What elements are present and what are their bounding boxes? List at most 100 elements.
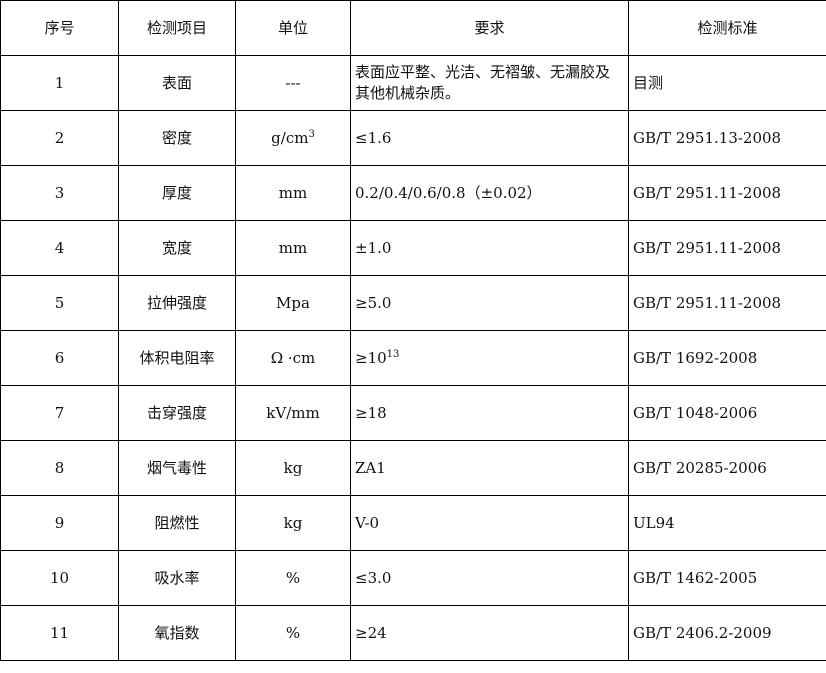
cell-no-text: 11 [49, 623, 70, 642]
cell-unit-text: mm [278, 238, 308, 257]
cell-unit-text: mm [278, 183, 308, 202]
cell-requirement: ≥1013 [350, 330, 629, 386]
cell-requirement-superscript: 13 [386, 348, 400, 360]
table-row: 7 击穿强度 kV/mm ≥18 GB/T 1048-2006 [0, 385, 826, 441]
cell-item: 拉伸强度 [118, 275, 236, 331]
cell-requirement-text: ≤3.0 [355, 568, 392, 587]
cell-item: 宽度 [118, 220, 236, 276]
cell-unit: mm [235, 220, 351, 276]
header-no: 序号 [0, 0, 119, 56]
cell-unit: g/cm3 [235, 110, 351, 166]
cell-unit: % [235, 550, 351, 606]
cell-standard: GB/T 2951.11-2008 [628, 275, 826, 331]
cell-requirement: ≤1.6 [350, 110, 629, 166]
cell-no: 10 [0, 550, 119, 606]
cell-requirement-text: ≥18 [355, 403, 387, 422]
cell-item: 击穿强度 [118, 385, 236, 441]
cell-standard-text: 目测 [633, 73, 664, 92]
cell-no: 11 [0, 605, 119, 661]
cell-standard: GB/T 1048-2006 [628, 385, 826, 441]
cell-requirement-text: ≥10 [355, 348, 387, 367]
cell-requirement-text: 0.2/0.4/0.6/0.8（±0.02） [355, 183, 542, 202]
cell-no: 7 [0, 385, 119, 441]
cell-standard: GB/T 2406.2-2009 [628, 605, 826, 661]
table-row: 11 氧指数% ≥24 GB/T 2406.2-2009 [0, 605, 826, 661]
header-unit: 单位 [235, 0, 351, 56]
header-item: 检测项目 [118, 0, 236, 56]
cell-standard: GB/T 20285-2006 [628, 440, 826, 496]
cell-item-text: 厚度 [161, 183, 192, 202]
cell-standard: GB/T 2951.13-2008 [628, 110, 826, 166]
cell-unit-text: --- [285, 73, 301, 92]
cell-requirement-text: ≥24 [355, 623, 387, 642]
cell-requirement-text: V-0 [355, 513, 380, 532]
cell-standard: GB/T 2951.11-2008 [628, 165, 826, 221]
cell-standard-text: GB/T 2951.13-2008 [633, 128, 782, 147]
cell-no-text: 2 [54, 128, 65, 147]
cell-requirement: ±1.0 [350, 220, 629, 276]
cell-item-text: 宽度 [161, 238, 192, 257]
cell-requirement-text: ≤1.6 [355, 128, 392, 147]
cell-standard: GB/T 1692-2008 [628, 330, 826, 386]
cell-unit: --- [235, 55, 351, 111]
cell-item-text: 阻燃性 [154, 513, 200, 532]
cell-item-text: 体积电阻率 [139, 348, 215, 367]
cell-item: 吸水率 [118, 550, 236, 606]
cell-standard-text: GB/T 1048-2006 [633, 403, 758, 422]
cell-no: 8 [0, 440, 119, 496]
cell-item: 烟气毒性 [118, 440, 236, 496]
cell-requirement: ≤3.0 [350, 550, 629, 606]
cell-requirement: ≥18 [350, 385, 629, 441]
cell-requirement: ZA1 [350, 440, 629, 496]
cell-standard-text: GB/T 2951.11-2008 [633, 293, 782, 312]
cell-unit: Mpa [235, 275, 351, 331]
cell-standard-text: GB/T 2406.2-2009 [633, 623, 772, 642]
cell-item-text: 氧指数 [154, 623, 200, 642]
cell-unit-text: % [285, 568, 301, 587]
table-row: 5 拉伸强度 Mpa ≥5.0 GB/T 2951.11-2008 [0, 275, 826, 331]
cell-standard: 目测 [628, 55, 826, 111]
cell-requirement-text: ZA1 [355, 458, 386, 477]
cell-item-text: 拉伸强度 [146, 293, 207, 312]
cell-no: 1 [0, 55, 119, 111]
cell-item: 阻燃性 [118, 495, 236, 551]
cell-requirement-text: 表面应平整、光洁、无褶皱、无漏胶及其他机械杂质。 [355, 63, 611, 102]
table-row: 8 烟气毒性 kg ZA1 GB/T 20285-2006 [0, 440, 826, 496]
cell-item-text: 吸水率 [154, 568, 200, 587]
table-row: 9 阻燃性 kg V-0 UL94 [0, 495, 826, 551]
cell-item-text: 密度 [161, 128, 192, 147]
cell-item: 厚度 [118, 165, 236, 221]
cell-item-text: 击穿强度 [146, 403, 207, 422]
cell-no-text: 4 [54, 238, 65, 257]
cell-unit-text: % [285, 623, 301, 642]
cell-standard-text: GB/T 1692-2008 [633, 348, 758, 367]
cell-no-text: 3 [54, 183, 65, 202]
cell-unit: mm [235, 165, 351, 221]
header-standard: 检测标准 [628, 0, 826, 56]
cell-item-text: 烟气毒性 [146, 458, 207, 477]
cell-item: 氧指数 [118, 605, 236, 661]
table-row: 10 吸水率% ≤3.0 GB/T 1462-2005 [0, 550, 826, 606]
cell-requirement: V-0 [350, 495, 629, 551]
cell-item: 密度 [118, 110, 236, 166]
cell-unit: kg [235, 495, 351, 551]
table-row: 2 密度 g/cm3 ≤1.6 GB/T 2951.13-2008 [0, 110, 826, 166]
cell-standard-text: GB/T 2951.11-2008 [633, 238, 782, 257]
cell-no-text: 10 [49, 568, 70, 587]
cell-unit: kg [235, 440, 351, 496]
table-row: 4 宽度 mm ±1.0 GB/T 2951.11-2008 [0, 220, 826, 276]
cell-requirement: 0.2/0.4/0.6/0.8（±0.02） [350, 165, 629, 221]
cell-requirement-text: ±1.0 [355, 238, 392, 257]
cell-no: 6 [0, 330, 119, 386]
cell-standard: GB/T 1462-2005 [628, 550, 826, 606]
header-requirement: 要求 [350, 0, 629, 56]
cell-unit-text: g/cm [271, 128, 309, 147]
table-row: 6 体积电阻率 Ω ·cm ≥1013 GB/T 1692-2008 [0, 330, 826, 386]
cell-no: 3 [0, 165, 119, 221]
cell-no-text: 5 [54, 293, 65, 312]
cell-no: 2 [0, 110, 119, 166]
cell-requirement: 表面应平整、光洁、无褶皱、无漏胶及其他机械杂质。 [350, 55, 629, 111]
cell-requirement-text: ≥5.0 [355, 293, 392, 312]
cell-unit-text: kg [283, 458, 303, 477]
